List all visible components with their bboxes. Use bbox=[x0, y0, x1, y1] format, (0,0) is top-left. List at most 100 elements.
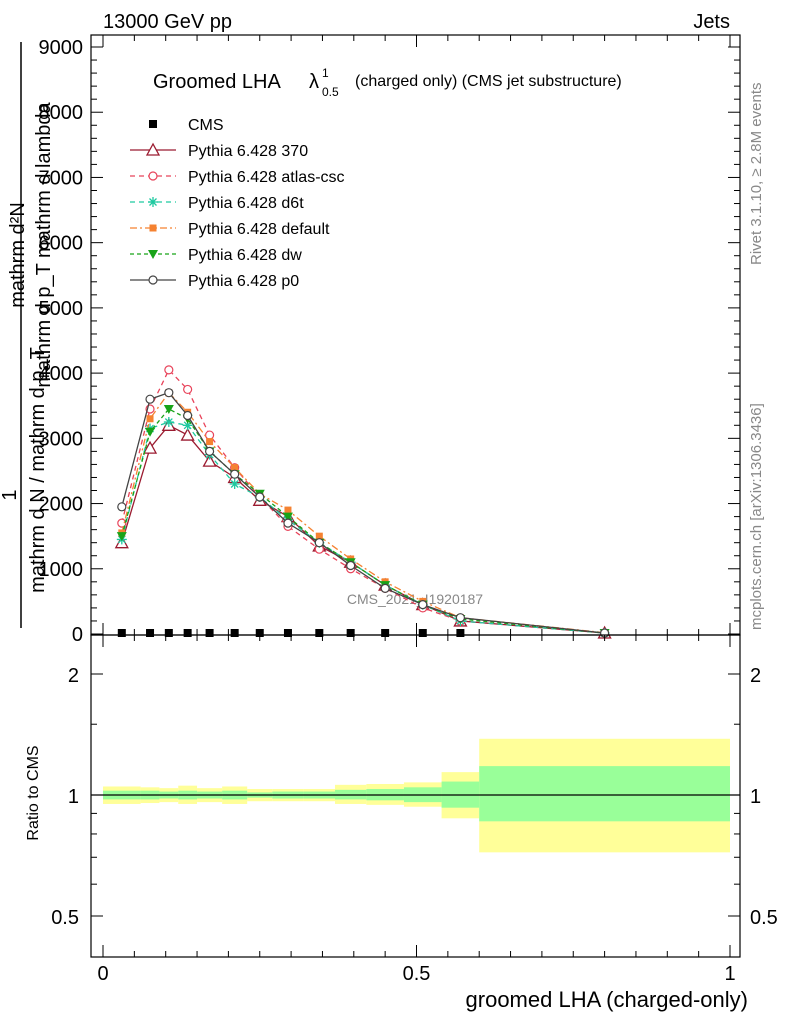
data-point-cms bbox=[205, 629, 214, 637]
analysis-watermark: CMS_2021_I1920187 bbox=[347, 591, 483, 607]
x-tick-label: 0 bbox=[97, 963, 108, 985]
y-tick-label: 3000 bbox=[39, 428, 84, 450]
series-line-p0 bbox=[121, 391, 605, 634]
data-point-dw bbox=[116, 532, 127, 542]
y-tick-label: 4000 bbox=[39, 363, 84, 385]
ratio-plot: 0.5 0.5 1 1 2 2 0 0.5 1 Ratio to CMS groomed LHA… bbox=[25, 634, 778, 1012]
ratio-band-inner bbox=[479, 766, 730, 822]
data-point-p370 bbox=[202, 453, 217, 467]
y-tick-label: 7000 bbox=[39, 167, 84, 189]
data-point-dw bbox=[145, 427, 156, 437]
data-point-cms bbox=[255, 629, 264, 637]
series-line-dw bbox=[121, 408, 605, 634]
data-point-p0 bbox=[117, 502, 127, 512]
ratio-y-tick-label: 2 bbox=[68, 665, 79, 687]
data-point-d6t bbox=[163, 417, 174, 428]
data-point-cms bbox=[283, 629, 292, 637]
data-point-cms bbox=[418, 629, 427, 637]
data-point-cms bbox=[315, 629, 324, 637]
data-point-p0 bbox=[455, 613, 465, 623]
data-point-p0 bbox=[346, 560, 356, 571]
ylabel-one: 1 bbox=[0, 489, 21, 500]
ratio-y-tick-label-right: 0.5 bbox=[750, 907, 778, 929]
legend-label: Pythia 6.428 d6t bbox=[188, 195, 304, 212]
data-point-atlas bbox=[183, 384, 193, 395]
ylabel-upper-2: mathrm d p_T mathrm d lambda bbox=[33, 101, 55, 387]
data-point-p0 bbox=[164, 388, 174, 398]
data-point-p0 bbox=[380, 583, 390, 593]
header-category: Jets bbox=[693, 11, 730, 33]
y-tick-label: 5000 bbox=[39, 298, 84, 320]
header-process: 13000 GeV pp bbox=[103, 11, 232, 33]
data-point-cms bbox=[164, 629, 173, 637]
legend-marker bbox=[148, 197, 158, 207]
legend-item-atlas: Pythia 6.428 atlas-csc bbox=[130, 169, 345, 186]
ratio-xlabel: groomed LHA (charged-only) bbox=[466, 987, 748, 1012]
ratio-y-tick-label: 1 bbox=[68, 786, 79, 808]
data-point-p0 bbox=[145, 394, 155, 404]
data-point-dw bbox=[163, 404, 174, 414]
title-sup: 1 bbox=[322, 66, 329, 80]
title-lambda: λ bbox=[309, 71, 319, 93]
data-point-p370 bbox=[180, 427, 195, 441]
title-sub: 0.5 bbox=[322, 85, 339, 99]
y-tick-label: 0 bbox=[72, 624, 83, 646]
legend-marker bbox=[149, 120, 157, 128]
data-point-dw bbox=[282, 512, 293, 522]
mcplots-label: mcplots.cern.ch [arXiv:1306.3436] bbox=[748, 403, 765, 630]
data-point-cms bbox=[456, 629, 465, 637]
y-tick-label: 9000 bbox=[39, 37, 84, 59]
ratio-y-tick-label-right: 1 bbox=[750, 786, 761, 808]
legend-label: Pythia 6.428 dw bbox=[188, 247, 302, 264]
legend-item-default: Pythia 6.428 default bbox=[130, 221, 330, 238]
main-plot: 0 1000 2000 3000 4000 5000 6000 7000 8000 9000 CM… bbox=[39, 34, 741, 646]
data-point-p0 bbox=[418, 600, 428, 610]
y-tick-label: 1000 bbox=[39, 559, 84, 581]
ylabel-upper: mathrm d²N bbox=[7, 202, 29, 308]
data-point-cms bbox=[346, 629, 355, 637]
data-point-p0 bbox=[204, 446, 215, 456]
legend-marker bbox=[148, 275, 158, 285]
data-point-default bbox=[146, 415, 154, 423]
data-point-atlas bbox=[164, 365, 174, 375]
data-point-d6t bbox=[229, 478, 240, 489]
data-point-default bbox=[315, 532, 323, 540]
legend-label: Pythia 6.428 p0 bbox=[188, 273, 299, 290]
series-cms bbox=[117, 629, 465, 637]
legend-label: CMS bbox=[188, 117, 224, 134]
y-tick-label: 8000 bbox=[39, 102, 84, 124]
ratio-ticks: 0.5 0.5 1 1 2 2 0 0.5 1 bbox=[51, 635, 778, 985]
y-tick-label: 6000 bbox=[39, 233, 84, 255]
legend-marker bbox=[149, 224, 157, 232]
data-point-cms bbox=[381, 629, 390, 637]
main-y-ticks: 0 1000 2000 3000 4000 5000 6000 7000 8000 9000 bbox=[39, 37, 740, 646]
data-point-d6t bbox=[182, 420, 193, 431]
data-point-atlas bbox=[117, 518, 127, 528]
main-series bbox=[114, 365, 612, 639]
y-tick-label: 2000 bbox=[39, 494, 84, 516]
data-point-cms bbox=[117, 629, 126, 637]
rivet-label: Rivet 3.1.10, ≥ 2.8M events bbox=[748, 83, 765, 266]
data-point-p0 bbox=[255, 492, 265, 502]
data-point-cms bbox=[146, 629, 155, 637]
title-rest: (charged only) (CMS jet substructure) bbox=[355, 73, 622, 90]
data-point-p0 bbox=[183, 410, 193, 421]
main-x-ticks bbox=[102, 35, 731, 635]
x-tick-label: 1 bbox=[724, 963, 735, 985]
title-main: Groomed LHA bbox=[153, 71, 281, 93]
ratio-y-tick-label-right: 2 bbox=[750, 665, 761, 687]
data-point-p0 bbox=[230, 469, 240, 479]
legend-marker bbox=[148, 171, 158, 181]
ylabel-lower: mathrm d N / mathrm d p_T bbox=[27, 347, 49, 593]
ratio-ylabel: Ratio to CMS bbox=[25, 745, 42, 840]
legend-item-d6t: Pythia 6.428 d6t bbox=[130, 195, 304, 212]
legend: CMS Pythia 6.428 370 Pythia 6.428 atlas-cs… bbox=[130, 117, 345, 290]
x-tick-label: 0.5 bbox=[403, 963, 431, 985]
legend-item-p370: Pythia 6.428 370 bbox=[130, 142, 308, 160]
data-point-p0 bbox=[283, 518, 293, 528]
data-point-atlas bbox=[204, 430, 215, 440]
legend-label: Pythia 6.428 atlas-csc bbox=[188, 169, 345, 186]
data-point-default bbox=[206, 438, 214, 446]
series-p0 bbox=[117, 388, 610, 638]
